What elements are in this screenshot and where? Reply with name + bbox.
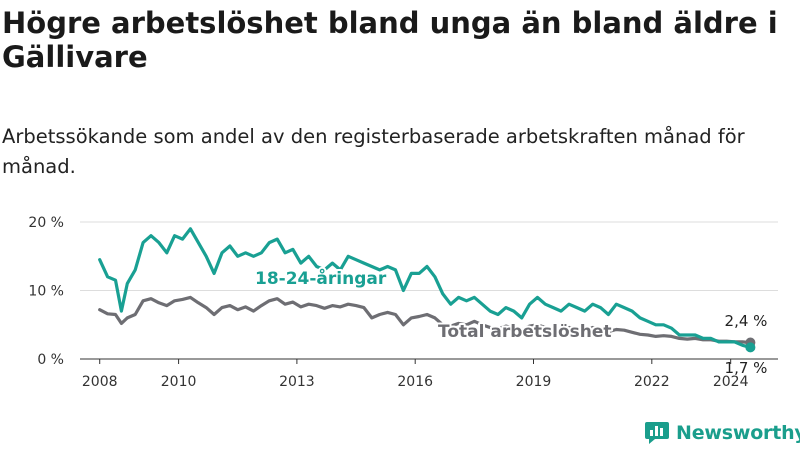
- end-label-youth: 1,7 %: [725, 359, 768, 377]
- x-tick-label: 2008: [82, 374, 118, 390]
- series-line-youth: [98, 227, 752, 349]
- newsworthy-logo-icon: [645, 422, 669, 444]
- x-axis: 2008 2010 2013 2016 2019 2022 2024: [80, 358, 778, 390]
- end-label-total: 2,4 %: [725, 312, 768, 330]
- y-tick-label: 0 %: [37, 352, 64, 368]
- series-label-total: Total arbetslöshet: [438, 322, 612, 342]
- end-point-youth: [745, 342, 756, 353]
- newsworthy-logo: Newsworthy: [644, 420, 800, 446]
- series-line-total: [98, 295, 752, 345]
- y-axis-labels: 0 % 10 % 20 %: [28, 215, 64, 368]
- series-label-total-halo: Total arbetslöshet: [438, 322, 612, 342]
- y-tick-label: 10 %: [28, 284, 64, 300]
- y-tick-label: 20 %: [28, 215, 64, 231]
- series-label-youth-halo: 18-24-åringar: [255, 267, 387, 289]
- newsworthy-logo-text: Newsworthy: [676, 422, 800, 444]
- series-label-youth: 18-24-åringar: [255, 267, 387, 289]
- x-tick-label: 2016: [397, 374, 433, 390]
- chart-title: Högre arbetslöshet bland unga än bland ä…: [2, 6, 778, 74]
- series-lines: [98, 227, 756, 353]
- x-tick-label: 2010: [161, 374, 197, 390]
- x-tick-label: 2019: [516, 374, 552, 390]
- x-tick-label: 2024: [713, 374, 749, 390]
- x-tick-label: 2013: [279, 374, 315, 390]
- x-tick-label: 2022: [634, 374, 670, 390]
- chart-subtitle: Arbetssökande som andel av den registerb…: [2, 125, 745, 178]
